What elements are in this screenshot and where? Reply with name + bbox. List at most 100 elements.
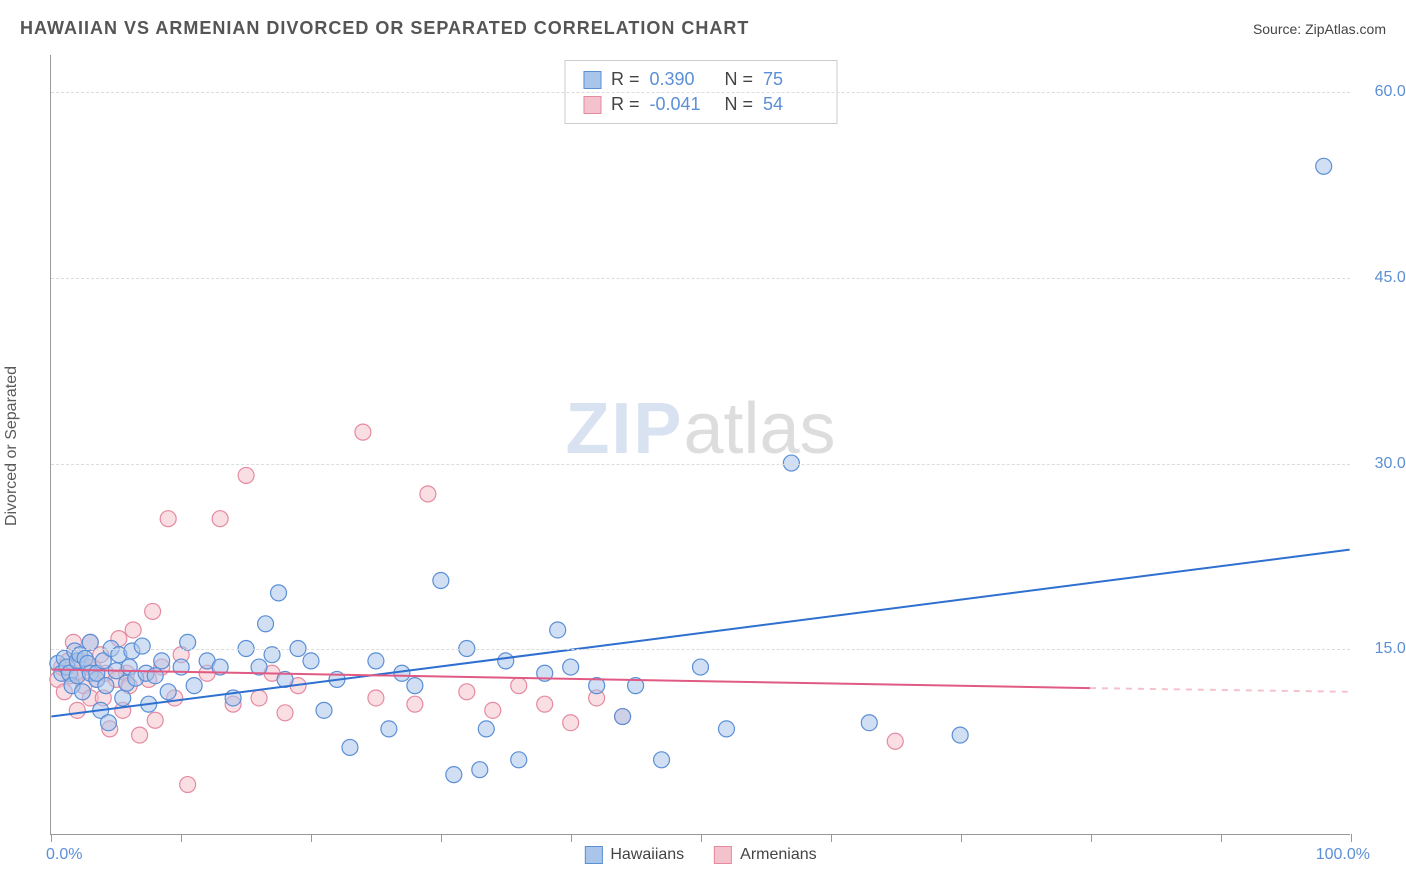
armenian-point xyxy=(887,733,903,749)
x-tick xyxy=(571,834,572,842)
chart-title: HAWAIIAN VS ARMENIAN DIVORCED OR SEPARAT… xyxy=(20,18,749,39)
y-tick-label: 45.0% xyxy=(1360,269,1406,287)
hawaiian-point xyxy=(498,653,514,669)
hawaiian-point xyxy=(115,690,131,706)
plot-area: ZIPatlas R = 0.390 N = 75R = -0.041 N = … xyxy=(50,55,1350,835)
armenian-point xyxy=(485,702,501,718)
x-min-label: 0.0% xyxy=(46,846,82,864)
trend-line-blue xyxy=(51,550,1349,717)
hawaiian-point xyxy=(381,721,397,737)
hawaiian-point xyxy=(186,678,202,694)
hawaiian-point xyxy=(147,668,163,684)
r-value: -0.041 xyxy=(650,94,705,115)
armenian-point xyxy=(407,696,423,712)
hawaiian-point xyxy=(952,727,968,743)
armenian-point xyxy=(69,702,85,718)
correlation-legend-row: R = 0.390 N = 75 xyxy=(583,67,818,92)
y-axis-title: Divorced or Separated xyxy=(3,366,21,526)
hawaiian-point xyxy=(654,752,670,768)
correlation-legend-row: R = -0.041 N = 54 xyxy=(583,92,818,117)
hawaiian-point xyxy=(861,715,877,731)
legend-label: Armenians xyxy=(740,846,816,864)
hawaiian-point xyxy=(271,585,287,601)
gridline xyxy=(51,92,1350,93)
armenian-point xyxy=(459,684,475,700)
armenian-point xyxy=(212,511,228,527)
hawaiian-point xyxy=(258,616,274,632)
armenian-point xyxy=(420,486,436,502)
r-value: 0.390 xyxy=(650,69,705,90)
hawaiian-point xyxy=(303,653,319,669)
armenian-point xyxy=(132,727,148,743)
hawaiian-point xyxy=(718,721,734,737)
blue-swatch-icon xyxy=(584,846,602,864)
hawaiian-point xyxy=(75,684,91,700)
x-tick xyxy=(441,834,442,842)
armenian-point xyxy=(537,696,553,712)
x-tick xyxy=(181,834,182,842)
legend-item-armenians: Armenians xyxy=(714,846,816,864)
gridline xyxy=(51,278,1350,279)
hawaiian-point xyxy=(446,767,462,783)
x-max-label: 100.0% xyxy=(1316,846,1370,864)
gridline xyxy=(51,649,1350,650)
blue-swatch-icon xyxy=(583,71,601,89)
hawaiian-point xyxy=(180,634,196,650)
hawaiian-point xyxy=(316,702,332,718)
r-label: R = xyxy=(611,94,640,115)
y-tick-label: 60.0% xyxy=(1360,83,1406,101)
pink-swatch-icon xyxy=(583,96,601,114)
legend-item-hawaiians: Hawaiians xyxy=(584,846,684,864)
legend-label: Hawaiians xyxy=(610,846,684,864)
series-legend: Hawaiians Armenians xyxy=(584,846,816,864)
hawaiian-point xyxy=(82,634,98,650)
x-tick xyxy=(701,834,702,842)
pink-swatch-icon xyxy=(714,846,732,864)
armenian-point xyxy=(511,678,527,694)
hawaiian-point xyxy=(368,653,384,669)
hawaiian-point xyxy=(615,709,631,725)
hawaiian-point xyxy=(394,665,410,681)
gridline xyxy=(51,464,1350,465)
hawaiian-point xyxy=(693,659,709,675)
hawaiian-point xyxy=(407,678,423,694)
hawaiian-point xyxy=(563,659,579,675)
armenian-point xyxy=(160,511,176,527)
hawaiian-point xyxy=(478,721,494,737)
armenian-point xyxy=(238,467,254,483)
hawaiian-point xyxy=(154,653,170,669)
hawaiian-point xyxy=(100,715,116,731)
hawaiian-point xyxy=(98,678,114,694)
x-tick xyxy=(1351,834,1352,842)
hawaiian-point xyxy=(1316,158,1332,174)
armenian-point xyxy=(563,715,579,731)
armenian-point xyxy=(145,603,161,619)
r-label: R = xyxy=(611,69,640,90)
hawaiian-point xyxy=(433,573,449,589)
trend-line-pink-dashed xyxy=(1090,688,1350,692)
armenian-point xyxy=(368,690,384,706)
hawaiian-point xyxy=(134,638,150,654)
y-tick-label: 15.0% xyxy=(1360,640,1406,658)
x-tick xyxy=(961,834,962,842)
n-value: 75 xyxy=(763,69,818,90)
armenian-point xyxy=(251,690,267,706)
hawaiian-point xyxy=(472,762,488,778)
y-tick-label: 30.0% xyxy=(1360,455,1406,473)
hawaiian-point xyxy=(160,684,176,700)
n-value: 54 xyxy=(763,94,818,115)
x-tick xyxy=(1091,834,1092,842)
chart-svg xyxy=(51,55,1350,834)
source-text: Source: ZipAtlas.com xyxy=(1253,21,1386,37)
n-label: N = xyxy=(715,69,754,90)
hawaiian-point xyxy=(511,752,527,768)
hawaiian-point xyxy=(550,622,566,638)
armenian-point xyxy=(355,424,371,440)
armenian-point xyxy=(180,777,196,793)
armenian-point xyxy=(277,705,293,721)
x-tick xyxy=(51,834,52,842)
x-tick xyxy=(831,834,832,842)
x-tick xyxy=(311,834,312,842)
n-label: N = xyxy=(715,94,754,115)
hawaiian-point xyxy=(342,739,358,755)
